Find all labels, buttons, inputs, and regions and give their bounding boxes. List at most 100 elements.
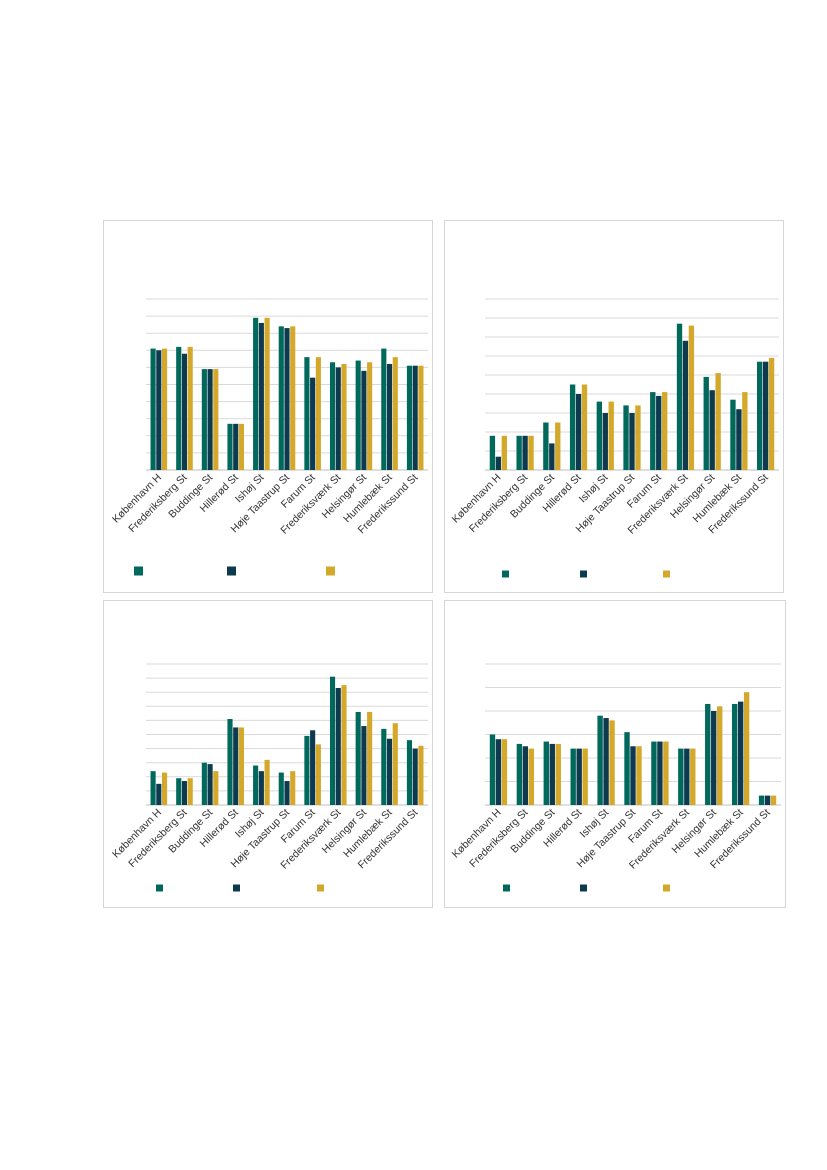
bar-series-1 <box>304 357 310 470</box>
bar-series-1 <box>543 422 549 470</box>
legend-swatch-series-3 <box>326 566 335 576</box>
bar-series-3 <box>768 357 775 470</box>
bar-series-1 <box>705 703 711 805</box>
bar-series-2 <box>284 328 290 470</box>
bar-series-1 <box>516 743 523 805</box>
bar-series-3 <box>555 743 561 805</box>
bar-series-3 <box>609 720 615 805</box>
bar-series-2 <box>549 743 555 805</box>
bar-series-3 <box>315 357 321 470</box>
bar-series-2 <box>310 730 316 805</box>
bar-series-1 <box>623 405 629 470</box>
bar-series-1 <box>731 703 738 805</box>
bar-series-2 <box>575 394 582 470</box>
bar-series-3 <box>636 746 642 805</box>
chart-panel-3: København H Frederiksberg St Buddinge St Hi… <box>103 600 433 908</box>
bar-series-1 <box>569 384 576 470</box>
bar-series-1 <box>201 762 207 805</box>
bar-series-2 <box>181 353 188 470</box>
bar-series-3 <box>238 727 245 805</box>
bar-series-1 <box>176 778 182 805</box>
bar-series-2 <box>335 687 341 805</box>
bar-series-3 <box>341 363 347 470</box>
bar-series-2 <box>656 395 662 470</box>
bar-series-2 <box>258 771 264 805</box>
bar-series-2 <box>576 748 582 805</box>
bar-series-2 <box>335 367 341 470</box>
bar-series-3 <box>581 384 588 470</box>
bar-series-2 <box>522 435 528 470</box>
legend-swatch-series-1 <box>503 884 510 892</box>
bar-series-3 <box>187 346 193 470</box>
bar-series-2 <box>258 322 264 470</box>
bar-series-2 <box>386 363 393 470</box>
bar-series-1 <box>227 423 233 470</box>
bar-series-3 <box>555 422 561 470</box>
bar-series-1 <box>304 735 310 805</box>
bar-series-3 <box>367 711 373 805</box>
bar-series-1 <box>329 362 336 470</box>
bar-series-3 <box>418 745 424 805</box>
bar-series-1 <box>678 748 684 805</box>
bar-series-3 <box>238 423 245 470</box>
legend-swatch-series-2 <box>233 884 240 892</box>
bar-series-3 <box>501 435 507 470</box>
bar-series-2 <box>684 748 690 805</box>
bar-series-3 <box>742 392 748 470</box>
bar-series-2 <box>361 370 367 470</box>
bar-series-3 <box>528 435 534 470</box>
legend-swatch-series-1 <box>502 570 509 578</box>
bar-series-1 <box>596 401 602 470</box>
bar-series-2 <box>386 738 393 805</box>
bar-series-3 <box>662 392 668 470</box>
bar-series-1 <box>381 728 387 805</box>
legend-swatch-series-1 <box>156 884 163 892</box>
bar-series-3 <box>582 748 588 805</box>
bar-series-3 <box>688 325 695 470</box>
bar-series-3 <box>315 744 321 805</box>
bar-series-1 <box>406 365 413 470</box>
bar-series-1 <box>516 435 522 470</box>
bar-series-2 <box>737 701 744 805</box>
bar-series-3 <box>717 706 723 805</box>
bar-series-1 <box>406 740 413 805</box>
legend-swatch-series-3 <box>663 570 670 578</box>
bar-series-1 <box>758 795 765 805</box>
bar-series-3 <box>367 362 373 470</box>
legend-swatch-series-1 <box>134 566 143 576</box>
bar-series-2 <box>762 361 769 470</box>
bar-series-1 <box>489 435 496 470</box>
bar-series-2 <box>603 718 609 805</box>
bar-series-1 <box>489 734 496 805</box>
bar-series-3 <box>161 348 168 470</box>
bar-series-3 <box>161 772 168 805</box>
bar-series-1 <box>278 326 284 470</box>
bar-series-3 <box>608 401 614 470</box>
bar-series-1 <box>624 732 630 805</box>
bar-series-2 <box>764 795 771 805</box>
legend-swatch-series-2 <box>580 570 587 578</box>
bar-series-3 <box>187 778 193 805</box>
bar-series-2 <box>156 350 162 470</box>
bar-series-2 <box>522 746 529 805</box>
bar-series-3 <box>770 795 777 805</box>
bar-series-1 <box>543 741 549 805</box>
bar-series-1 <box>650 392 656 470</box>
bar-series-1 <box>676 323 683 470</box>
bar-series-3 <box>290 771 296 805</box>
bar-series-2 <box>181 781 188 805</box>
bar-series-2 <box>156 783 162 805</box>
bar-series-2 <box>736 409 742 470</box>
bar-series-2 <box>495 456 502 470</box>
chart-panel-2: København H Frederiksberg St Buddinge St Hi… <box>444 220 784 593</box>
bar-series-3 <box>392 357 398 470</box>
bar-series-2 <box>711 711 717 805</box>
bar-series-2 <box>549 443 555 470</box>
chart-panel-4: København H Frederiksberg St Buddinge St Hi… <box>444 600 786 908</box>
bar-series-1 <box>227 718 233 805</box>
bar-series-3 <box>663 741 669 805</box>
bar-series-1 <box>176 346 182 470</box>
bar-series-3 <box>392 723 398 805</box>
bar-series-3 <box>264 317 270 470</box>
